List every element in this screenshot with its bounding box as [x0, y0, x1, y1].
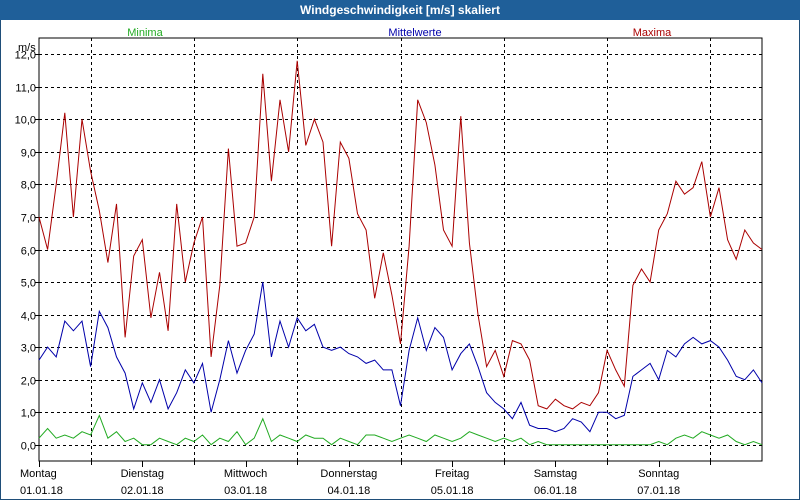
day-name-label: Donnerstag [320, 468, 377, 480]
y-tick-label: 10,0 [15, 115, 36, 127]
legend-mittelwerte: Mittelwerte [388, 27, 441, 39]
series-mittelwerte-line [38, 281, 763, 433]
y-tick-label: 1,0 [21, 408, 36, 420]
day-date-label: 07.01.18 [637, 485, 680, 497]
y-axis-unit-label: m/s [18, 42, 36, 54]
day-name-label: Freitag [435, 468, 469, 480]
y-tick-label: 3,0 [21, 343, 36, 355]
legend-minima: Minima [127, 27, 163, 39]
day-name-label: Mittwoch [224, 468, 267, 480]
day-date-label: 03.01.18 [224, 485, 267, 497]
y-tick-label: 7,0 [21, 213, 36, 225]
y-tick-label: 11,0 [15, 83, 36, 95]
y-tick-label: 12,0 [15, 50, 36, 62]
plot-frame [38, 37, 763, 462]
series-maxima-line [38, 60, 763, 410]
day-date-label: 05.01.18 [431, 485, 474, 497]
day-date-label: 04.01.18 [327, 485, 370, 497]
y-tick-label: 2,0 [21, 376, 36, 388]
y-tick-label: 8,0 [21, 180, 36, 192]
day-name-label: Dienstag [121, 468, 164, 480]
day-name-label: Sonntag [638, 468, 679, 480]
chart-area: 0,0 1,0 2,0 3,0 4,0 5,0 6,0 7,0 8,0 9,0 10,0 11,0 12… [15, 27, 763, 497]
day-name-label: Samstag [534, 468, 577, 480]
y-tick-label: 4,0 [21, 311, 36, 323]
y-tick-label: 9,0 [21, 148, 36, 160]
day-date-label: 02.01.18 [121, 485, 164, 497]
day-name-label: Montag [20, 468, 57, 480]
legend-maxima: Maxima [633, 27, 672, 39]
day-date-label: 06.01.18 [534, 485, 577, 497]
y-tick-label: 5,0 [21, 278, 36, 290]
series-minima-line [38, 414, 763, 446]
window-title: Windgeschwindigkeit [m/s] skaliert [0, 0, 800, 20]
y-tick-label: 0,0 [21, 441, 36, 453]
y-tick-label: 6,0 [21, 246, 36, 258]
day-date-label: 01.01.18 [20, 485, 63, 497]
